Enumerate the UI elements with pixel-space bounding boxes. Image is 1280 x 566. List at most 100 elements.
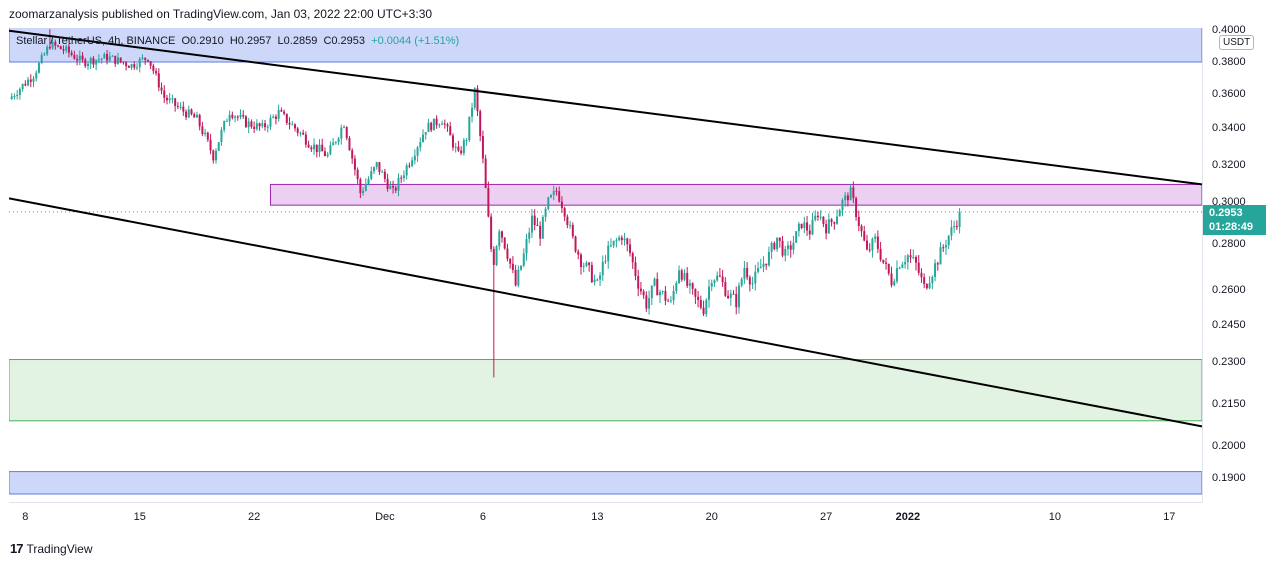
price-tick-label: 0.2800	[1212, 238, 1246, 250]
candle-body	[958, 212, 961, 228]
candle-body	[255, 123, 258, 130]
price-tick-label: 0.2300	[1212, 356, 1246, 368]
candle-body	[35, 72, 38, 79]
candle-body	[560, 201, 563, 209]
candle-body	[402, 175, 405, 178]
candle-body	[108, 56, 111, 61]
candle-body	[754, 271, 757, 284]
candle-body	[351, 150, 354, 159]
candle-body	[947, 235, 950, 246]
candle-body	[620, 237, 623, 241]
candle-body	[623, 238, 626, 241]
time-axis[interactable]: 8 15 22 Dec 6 13 20 27 2022 10 17	[9, 502, 1202, 531]
candle-body	[302, 132, 305, 135]
candle-body	[149, 61, 152, 66]
candle-body	[100, 58, 103, 60]
chart-canvas[interactable]	[9, 28, 1202, 502]
candle-body	[283, 111, 286, 114]
candle-body	[171, 98, 174, 100]
price-axis[interactable]: 0.4000 0.3800 0.3600 0.3400 0.3200 0.3000 0.28…	[1202, 24, 1280, 502]
candle-body	[122, 61, 125, 63]
candle-body	[253, 126, 256, 130]
candle-body	[751, 283, 754, 285]
candle-body	[76, 58, 79, 61]
candle-body	[481, 135, 484, 159]
candle-body	[261, 123, 264, 127]
candle-body	[784, 248, 787, 256]
candle-body	[852, 187, 855, 199]
candle-body	[400, 177, 403, 179]
candle-body	[857, 216, 860, 226]
candle-body	[588, 262, 591, 266]
candle-body	[165, 97, 168, 101]
candle-body	[430, 122, 433, 131]
candle-body	[767, 251, 770, 266]
candle-body	[590, 265, 593, 283]
candle-body	[541, 216, 544, 239]
candle-body	[234, 116, 237, 118]
candle-body	[528, 232, 531, 239]
candle-body	[449, 126, 452, 136]
candle-body	[710, 282, 713, 287]
time-tick-label: 2022	[895, 511, 921, 523]
candle-body	[54, 41, 57, 46]
candle-body	[95, 59, 98, 65]
candle-body	[762, 263, 765, 267]
candle-body	[822, 216, 825, 225]
candle-body	[522, 253, 525, 266]
candle-body	[855, 198, 858, 217]
time-tick-label: 15	[133, 511, 146, 523]
candle-body	[639, 288, 642, 292]
candle-body	[340, 127, 343, 139]
candle-body	[724, 282, 727, 296]
candle-body	[506, 248, 509, 259]
candle-body	[310, 147, 313, 150]
candle-body	[517, 269, 520, 286]
legend-open: O0.2910	[181, 35, 224, 47]
currency-button[interactable]: USDT	[1219, 35, 1255, 50]
candle-body	[729, 293, 732, 299]
price-chart[interactable]	[9, 28, 1202, 502]
candle-body	[81, 55, 84, 60]
candle-body	[244, 116, 247, 128]
candle-body	[138, 58, 141, 68]
candle-body	[797, 223, 800, 232]
candle-body	[705, 299, 708, 315]
candle-body	[792, 242, 795, 250]
candle-body	[806, 222, 809, 231]
candle-body	[348, 138, 351, 151]
tradingview-brand[interactable]: 17 TradingView	[10, 541, 93, 556]
candle-body	[32, 78, 35, 82]
legend-close: C0.2953	[323, 35, 366, 47]
candle-body	[495, 246, 498, 265]
candle-body	[675, 282, 678, 291]
candle-body	[688, 283, 691, 286]
candle-body	[182, 106, 185, 112]
candle-body	[389, 185, 392, 189]
bar-countdown: 01:28:49	[1209, 221, 1254, 233]
price-tick-label: 0.3400	[1212, 122, 1246, 134]
candle-body	[833, 222, 836, 224]
candle-body	[291, 124, 294, 126]
candle-body	[304, 134, 307, 145]
candle-body	[212, 150, 215, 161]
candle-body	[86, 63, 89, 67]
candle-body	[408, 165, 411, 167]
candle-body	[193, 114, 196, 118]
candle-body	[264, 123, 267, 128]
candle-body	[789, 245, 792, 250]
time-tick-label: 6	[479, 511, 486, 523]
candle-body	[498, 231, 501, 247]
candle-body	[776, 237, 779, 250]
candle-body	[871, 238, 874, 251]
candle-body	[97, 59, 100, 61]
candle-body	[168, 98, 171, 101]
candle-body	[356, 169, 359, 180]
candle-body	[492, 249, 495, 265]
time-tick-label: Dec	[375, 511, 395, 523]
candle-body	[906, 255, 909, 263]
candle-body	[898, 267, 901, 269]
time-tick-label: 20	[705, 511, 718, 523]
candle-body	[157, 73, 160, 88]
candle-body	[629, 244, 632, 254]
